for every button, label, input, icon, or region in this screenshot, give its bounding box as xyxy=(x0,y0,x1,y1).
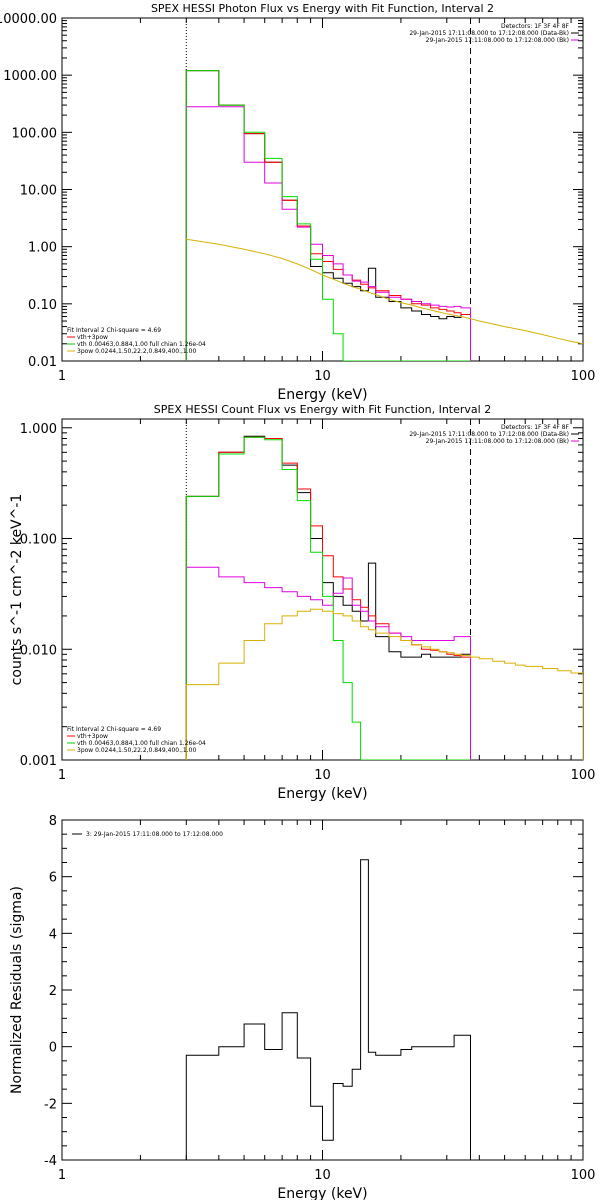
chart-title: SPEX HESSI Count Flux vs Energy with Fit… xyxy=(154,403,491,416)
legend-entry: 29-Jan-2015 17:11:08.000 to 17:12:08.000… xyxy=(426,37,569,44)
y-tick-label: 0.010 xyxy=(20,643,57,658)
x-tick-label: 1 xyxy=(58,768,66,783)
series-1-line xyxy=(185,859,471,1160)
y-tick-label: -4 xyxy=(44,1154,57,1169)
y-tick-label: 1.000 xyxy=(20,422,57,437)
data-series-group xyxy=(185,70,583,361)
x-tick-label: 100 xyxy=(571,768,596,783)
legend-entry: vth+3pow xyxy=(77,733,108,740)
legend-entry: vth 0.00463,0.884,1.00 full chian 1.26e-… xyxy=(77,740,206,747)
x-tick-label: 10 xyxy=(314,369,331,384)
series-1-line xyxy=(185,70,471,361)
series-1-line xyxy=(185,435,471,760)
legend-entry: 29-Jan-2015 17:11:08.000 to 17:12:08.000… xyxy=(409,30,569,37)
legend-entry: 3: 29-Jan-2015 17:11:08.000 to 17:12:08.… xyxy=(86,831,223,838)
y-tick-label: 10000.00 xyxy=(0,12,57,27)
series-2-line xyxy=(185,70,471,361)
legend-entry: 3pow 0.0244,1.50,22.2,0.849,400.,1.00 xyxy=(77,348,196,355)
legend-entry: Fit Interval 2 Chi-square = 4.69 xyxy=(67,726,161,733)
y-tick-label: 0.10 xyxy=(28,298,57,313)
y-tick-label: 6 xyxy=(49,871,57,886)
legend-entry: Detectors: 1F 3F 4F 8F xyxy=(501,23,570,30)
x-axis-label: Energy (keV) xyxy=(277,1186,367,1200)
y-tick-label: 8 xyxy=(49,814,57,829)
y-axis-label: Normalized Residuals (sigma) xyxy=(9,886,25,1094)
y-axis-label: counts s^-1 cm^-2 keV^-1 xyxy=(9,494,25,686)
series-4-line xyxy=(185,70,471,361)
x-axis-label: Energy (keV) xyxy=(277,786,367,802)
data-series-group xyxy=(185,435,583,760)
series-4-line xyxy=(185,436,471,760)
series-5-line xyxy=(186,238,583,345)
y-tick-label: -2 xyxy=(44,1097,57,1112)
x-tick-label: 100 xyxy=(571,369,596,384)
chart-panel-3: 1 10 100 -4 -2 0 2 4 6 8 Energy (keV) Normalized Re… xyxy=(9,814,595,1200)
chart-panel-2: SPEX HESSI Count Flux vs Energy with Fit… xyxy=(9,403,595,802)
legend-entry: Fit Interval 2 Chi-square = 4.69 xyxy=(67,327,161,334)
x-tick-label: 1 xyxy=(58,369,66,384)
y-tick-label: 4 xyxy=(49,927,57,942)
x-tick-label: 100 xyxy=(571,1168,596,1183)
chart-title: SPEX HESSI Photon Flux vs Energy with Fi… xyxy=(151,2,494,15)
y-tick-label: 100.00 xyxy=(12,126,58,141)
x-tick-label: 1 xyxy=(58,1168,66,1183)
legend-entry: 29-Jan-2015 17:11:08.000 to 17:12:08.000… xyxy=(409,431,569,438)
legend-entry: vth+3pow xyxy=(77,334,108,341)
plot-frame xyxy=(61,17,584,362)
legend-entry: 29-Jan-2015 17:11:08.000 to 17:12:08.000… xyxy=(426,438,569,445)
x-tick-label: 10 xyxy=(314,768,331,783)
x-axis-label: Energy (keV) xyxy=(277,387,367,403)
y-tick-label: 0 xyxy=(49,1041,57,1056)
series-5-line xyxy=(185,608,583,760)
y-tick-label: 1.00 xyxy=(28,241,57,256)
y-tick-label: 1000.00 xyxy=(3,69,57,84)
legend-entry: 3pow 0.0244,1.50,22.2,0.849,400.,1.00 xyxy=(77,747,196,754)
y-tick-label: 2 xyxy=(49,984,57,999)
y-tick-label: 0.100 xyxy=(20,533,57,548)
x-tick-label: 10 xyxy=(314,1168,331,1183)
y-tick-label: 10.00 xyxy=(20,184,57,199)
legend-entry: Detectors: 1F 3F 4F 8F xyxy=(501,424,570,431)
chart-panel-1: SPEX HESSI Photon Flux vs Energy with Fi… xyxy=(0,2,595,403)
series-2-line xyxy=(185,436,471,760)
series-3-line xyxy=(185,106,471,361)
data-series-group xyxy=(185,859,471,1160)
y-tick-label: 0.001 xyxy=(20,754,57,769)
legend-entry: vth 0.00463,0.884,1.00 full chian 1.26e-… xyxy=(77,341,206,348)
y-tick-label: 0.01 xyxy=(28,355,57,370)
series-3-line xyxy=(185,566,471,760)
